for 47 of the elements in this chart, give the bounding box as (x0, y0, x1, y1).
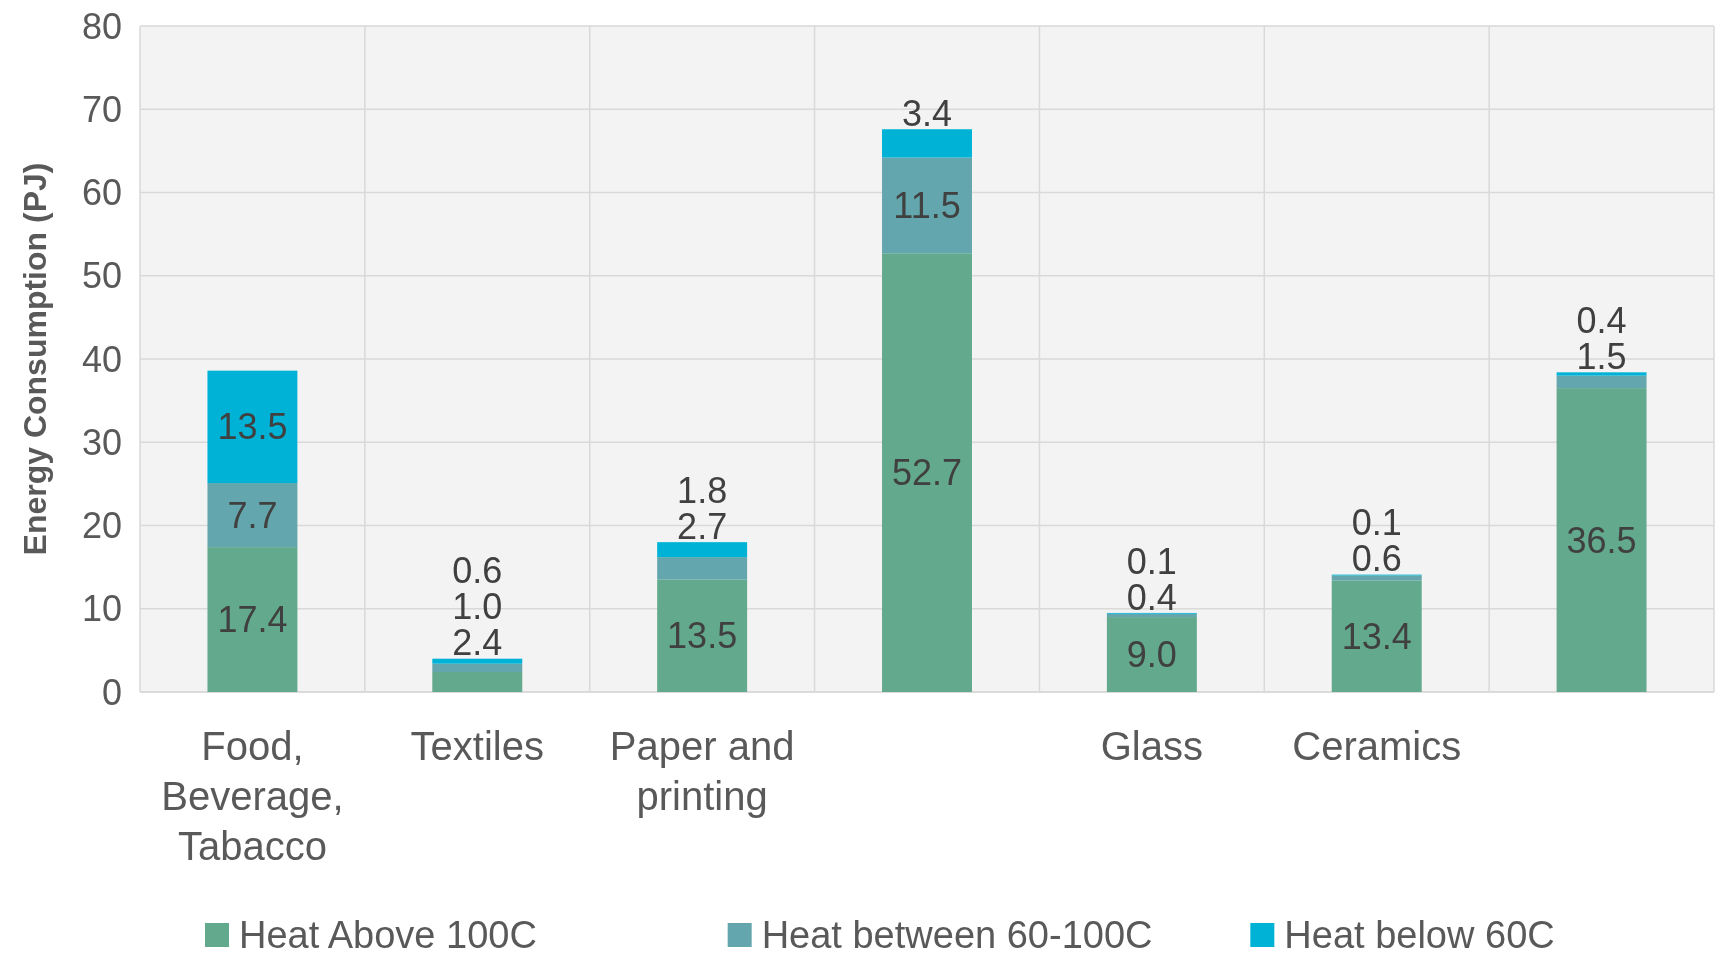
y-tick-label: 70 (81, 88, 122, 130)
data-label: 36.5 (1566, 519, 1637, 561)
data-label: 3.4 (901, 92, 953, 134)
data-label: 9.0 (1126, 634, 1177, 676)
x-tick-label: Glass (1100, 724, 1203, 768)
x-tick-label: Paper and printing (609, 724, 795, 818)
bar (1556, 388, 1647, 692)
bar (1106, 617, 1197, 692)
bar (1556, 375, 1647, 389)
y-tick-label: 40 (81, 338, 122, 380)
data-label: 11.5 (893, 185, 961, 226)
data-label: 13.4 (1341, 615, 1412, 657)
bar (1106, 613, 1197, 618)
data-label: 17.4 (217, 599, 288, 641)
x-tick-label: Ceramics (1292, 724, 1462, 768)
y-tick-label: 20 (81, 505, 122, 547)
bar (1331, 575, 1422, 581)
y-tick-label: 0 (101, 671, 122, 713)
bar (207, 370, 298, 484)
legend-label: Heat between 60-100C (761, 914, 1153, 957)
bar (1556, 372, 1647, 376)
bar (207, 483, 298, 548)
y-tick-label: 80 (81, 5, 122, 47)
x-tick-label: Food, Beverage, Tabacco (161, 724, 344, 868)
data-label: 13.5 (667, 615, 738, 657)
data-label: 52.7 (891, 452, 963, 494)
bar (432, 672, 523, 692)
bar (657, 542, 748, 558)
bar (432, 663, 523, 673)
bar (882, 157, 972, 254)
bar (882, 129, 972, 158)
legend-label: Heat Above 100C (239, 914, 537, 957)
bar (882, 253, 972, 692)
bar (657, 579, 748, 692)
legend-label: Heat below 60C (1284, 914, 1555, 957)
y-tick-label: 10 (81, 588, 122, 630)
y-tick-label: 60 (81, 172, 122, 214)
x-tick-label: Textiles (410, 724, 544, 768)
y-tick-label: 30 (81, 421, 122, 463)
data-label: 13.5 (217, 406, 288, 448)
y-tick-label: 50 (81, 255, 122, 297)
bar (1331, 580, 1422, 692)
bar (432, 658, 523, 664)
data-label: 7.7 (227, 494, 278, 536)
bar (657, 557, 748, 580)
y-axis-title: Energy Consumption (PJ) (17, 162, 53, 556)
bar (207, 547, 298, 692)
